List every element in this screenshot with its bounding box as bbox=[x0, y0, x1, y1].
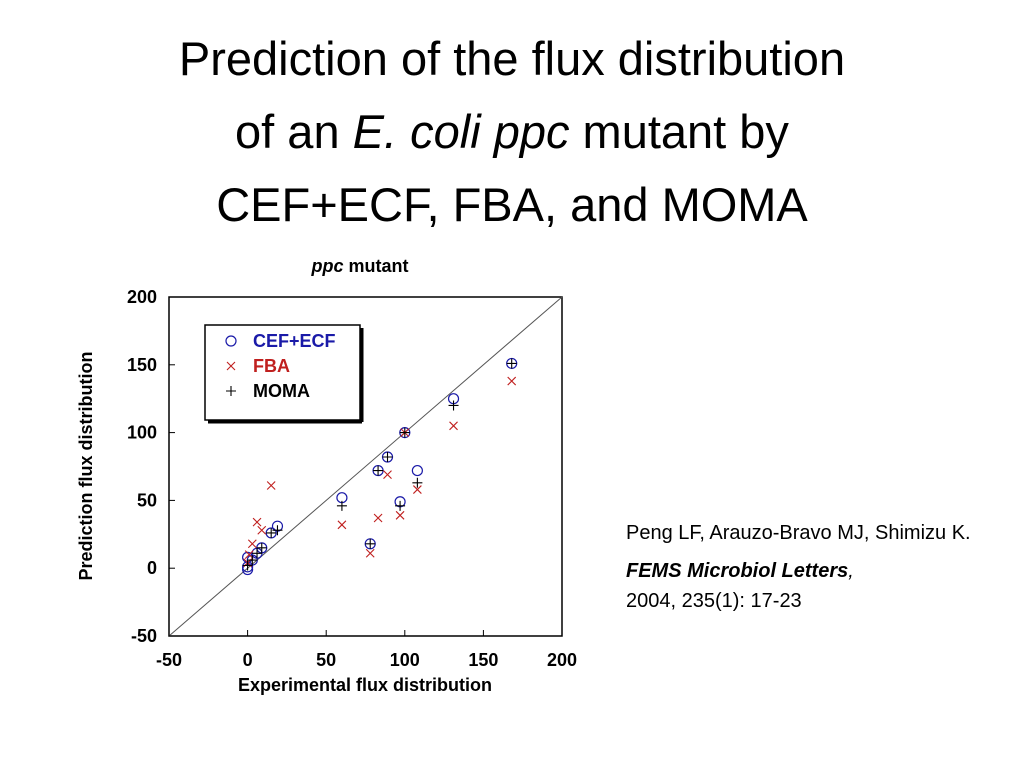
point bbox=[252, 517, 262, 527]
point bbox=[412, 485, 422, 494]
point bbox=[337, 520, 347, 530]
journal-line: FEMS Microbiol Letters, 2004, 235(1): 17-… bbox=[626, 556, 986, 616]
point bbox=[373, 513, 383, 523]
point bbox=[506, 358, 517, 369]
legend-label: MOMA bbox=[253, 381, 310, 401]
y-tick-label: 200 bbox=[127, 287, 157, 307]
journal: FEMS Microbiol Letters bbox=[626, 560, 849, 582]
x-axis-label: Experimental flux distribution bbox=[238, 675, 492, 695]
x-tick-label: 100 bbox=[390, 650, 420, 670]
y-tick-label: 0 bbox=[147, 558, 157, 578]
point bbox=[365, 538, 376, 549]
point bbox=[242, 560, 253, 571]
point bbox=[365, 548, 375, 558]
legend-marker bbox=[226, 361, 236, 371]
slide-title: Prediction of the flux distribution of a… bbox=[0, 22, 1024, 241]
x-tick-label: 150 bbox=[468, 650, 498, 670]
details: 2004, 235(1): 17-23 bbox=[626, 590, 802, 612]
x-tick-label: 0 bbox=[243, 650, 253, 670]
point bbox=[382, 452, 393, 463]
x-tick-label: 200 bbox=[547, 650, 577, 670]
point bbox=[252, 548, 263, 559]
chart-title-italic: ppc bbox=[310, 256, 343, 276]
chart-title: ppc mutant bbox=[310, 256, 408, 276]
point bbox=[247, 539, 257, 549]
title-text: mutant by bbox=[582, 105, 789, 158]
point bbox=[395, 510, 405, 520]
y-tick-label: 100 bbox=[127, 423, 157, 443]
point bbox=[399, 427, 410, 438]
authors: Peng LF, Arauzo-Bravo MJ, Shimizu K. bbox=[626, 522, 971, 544]
point bbox=[266, 481, 276, 490]
point bbox=[266, 527, 277, 538]
point bbox=[256, 542, 267, 553]
point bbox=[272, 525, 283, 536]
point bbox=[336, 500, 347, 511]
legend-marker bbox=[226, 386, 236, 396]
point bbox=[247, 555, 258, 566]
title-text: Prediction of the flux distribution bbox=[178, 32, 846, 85]
title-text: CEF+ECF, FBA, and MOMA bbox=[216, 178, 808, 231]
point bbox=[448, 400, 459, 411]
x-tick-label: 50 bbox=[316, 650, 336, 670]
point bbox=[257, 525, 267, 535]
y-axis-label: Prediction flux distribution bbox=[76, 352, 96, 581]
legend-marker bbox=[225, 335, 237, 347]
point bbox=[383, 470, 392, 480]
y-tick-label: 150 bbox=[127, 355, 157, 375]
title-text: of an bbox=[235, 105, 340, 158]
point bbox=[373, 465, 384, 476]
point bbox=[412, 477, 423, 488]
diagonal-line bbox=[168, 296, 563, 637]
y-tick-label: -50 bbox=[131, 626, 157, 646]
legend-box bbox=[204, 324, 361, 421]
chart-title-text: mutant bbox=[349, 256, 409, 276]
legend-label: FBA bbox=[253, 356, 290, 376]
plot-frame bbox=[168, 296, 563, 637]
legend-label: CEF+ECF bbox=[253, 331, 336, 351]
point bbox=[411, 464, 423, 477]
y-tick-label: 50 bbox=[137, 490, 157, 510]
citation: Peng LF, Arauzo-Bravo MJ, Shimizu K. FEM… bbox=[626, 518, 986, 624]
x-tick-label: -50 bbox=[156, 650, 182, 670]
point bbox=[507, 376, 517, 386]
journal-punct: , bbox=[848, 560, 854, 582]
point bbox=[395, 500, 406, 511]
title-italic: E. coli ppc bbox=[352, 105, 570, 158]
point bbox=[449, 421, 458, 431]
